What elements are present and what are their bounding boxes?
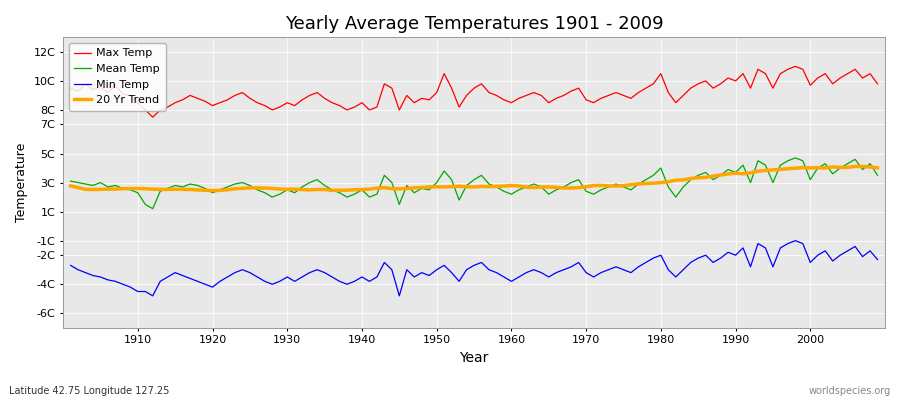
- 20 Yr Trend: [65, 184, 76, 188]
- Mean Temp: [790, 156, 801, 160]
- Min Temp: [297, 274, 308, 279]
- Max Temp: [342, 108, 353, 112]
- Line: Min Temp: Min Temp: [70, 241, 878, 296]
- Mean Temp: [342, 195, 353, 200]
- Max Temp: [790, 64, 801, 69]
- 20 Yr Trend: [872, 165, 883, 170]
- X-axis label: Year: Year: [459, 351, 489, 365]
- Max Temp: [65, 86, 76, 90]
- Min Temp: [506, 279, 517, 284]
- Line: 20 Yr Trend: 20 Yr Trend: [70, 166, 878, 190]
- Mean Temp: [148, 206, 158, 211]
- Mean Temp: [125, 188, 136, 192]
- Min Temp: [872, 257, 883, 262]
- Line: Mean Temp: Mean Temp: [70, 158, 878, 209]
- Max Temp: [514, 96, 525, 101]
- Text: Latitude 42.75 Longitude 127.25: Latitude 42.75 Longitude 127.25: [9, 386, 169, 396]
- Max Temp: [506, 100, 517, 105]
- Legend: Max Temp, Mean Temp, Min Temp, 20 Yr Trend: Max Temp, Mean Temp, Min Temp, 20 Yr Tre…: [68, 43, 166, 111]
- Min Temp: [65, 263, 76, 268]
- Y-axis label: Temperature: Temperature: [15, 143, 28, 222]
- Mean Temp: [514, 188, 525, 192]
- Mean Temp: [506, 192, 517, 196]
- 20 Yr Trend: [603, 184, 614, 188]
- Text: worldspecies.org: worldspecies.org: [809, 386, 891, 396]
- Min Temp: [342, 282, 353, 287]
- Max Temp: [148, 115, 158, 120]
- 20 Yr Trend: [342, 188, 353, 192]
- Mean Temp: [297, 184, 308, 189]
- 20 Yr Trend: [207, 188, 218, 193]
- Mean Temp: [603, 184, 614, 189]
- Min Temp: [790, 238, 801, 243]
- Min Temp: [603, 267, 614, 272]
- 20 Yr Trend: [506, 183, 517, 188]
- Title: Yearly Average Temperatures 1901 - 2009: Yearly Average Temperatures 1901 - 2009: [284, 15, 663, 33]
- 20 Yr Trend: [297, 187, 308, 192]
- 20 Yr Trend: [514, 184, 525, 188]
- Max Temp: [603, 93, 614, 98]
- Max Temp: [125, 93, 136, 98]
- Mean Temp: [65, 179, 76, 184]
- Max Temp: [872, 82, 883, 86]
- Min Temp: [148, 294, 158, 298]
- 20 Yr Trend: [850, 164, 860, 169]
- Min Temp: [125, 285, 136, 290]
- Max Temp: [297, 97, 308, 102]
- Mean Temp: [872, 173, 883, 178]
- Min Temp: [514, 274, 525, 279]
- 20 Yr Trend: [125, 186, 136, 191]
- Line: Max Temp: Max Temp: [70, 66, 878, 117]
